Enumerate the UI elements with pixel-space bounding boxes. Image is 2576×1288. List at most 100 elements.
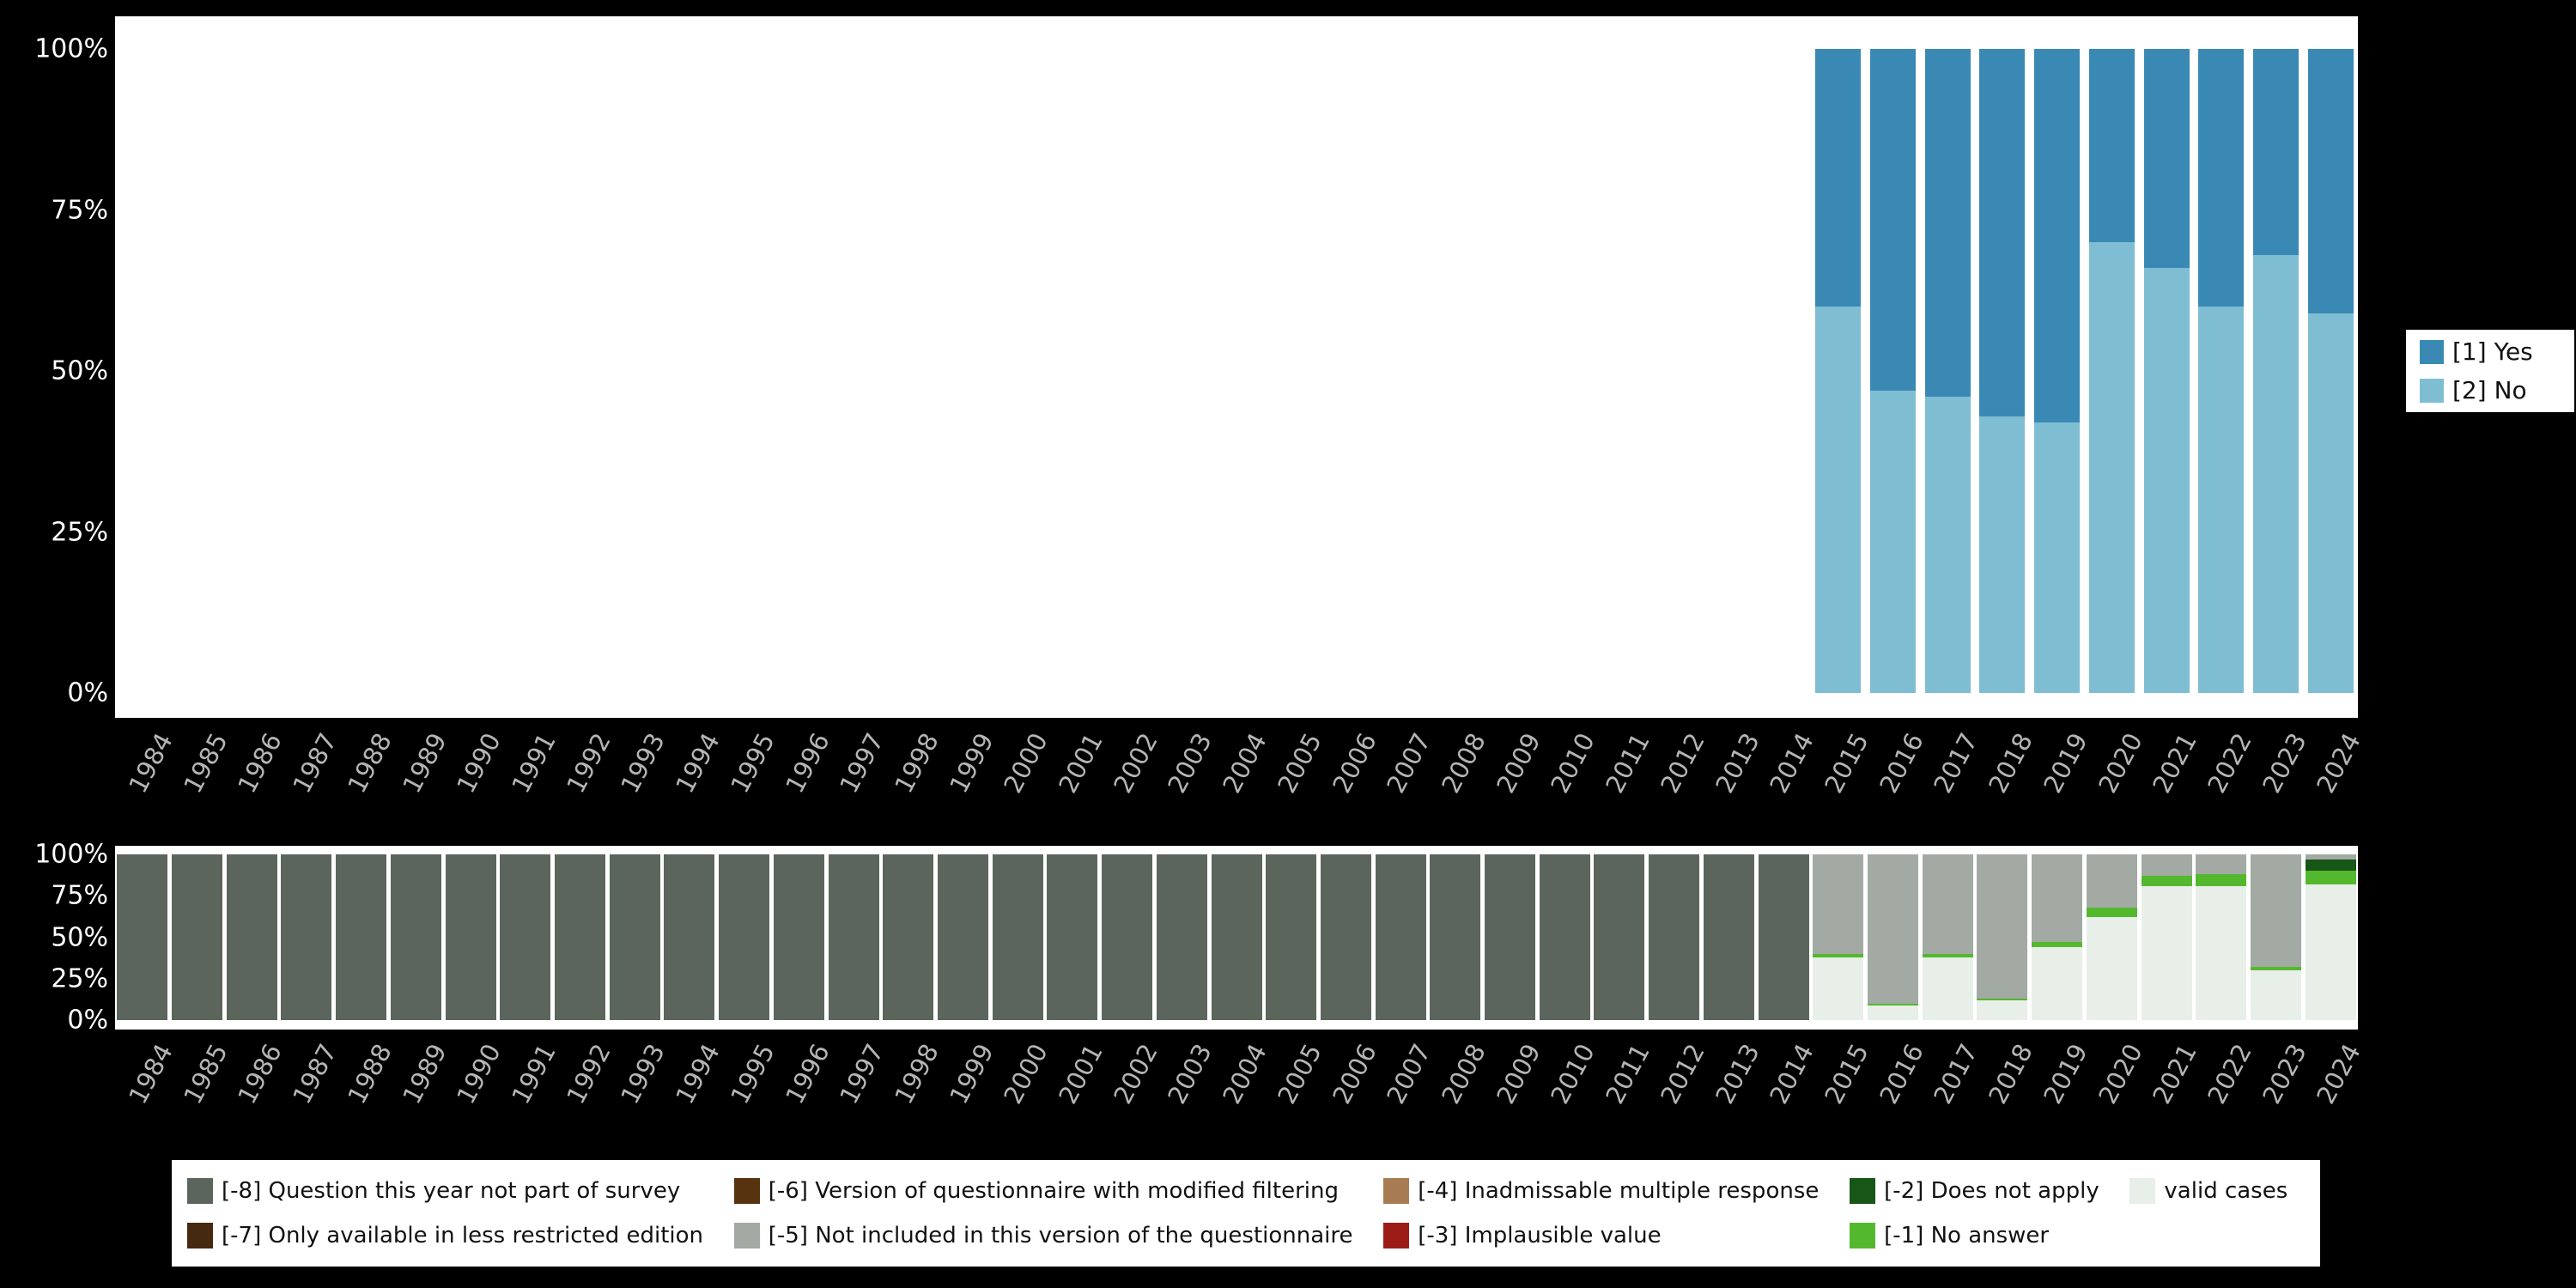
percent-tick-label: 100% <box>34 839 108 870</box>
percent-tick-label: 25% <box>51 963 108 994</box>
year-tick-label: 2020 <box>2092 1039 2148 1109</box>
bar-segment-1995 <box>719 854 770 1020</box>
bar-segment-2018 <box>1977 854 2028 999</box>
bar-segment-2018 <box>1979 49 2026 416</box>
year-tick-label: 2017 <box>1928 728 1984 799</box>
bar-segment-2006 <box>1320 854 1371 1020</box>
year-tick-label: 2001 <box>1053 1039 1109 1109</box>
year-tick-label: 2008 <box>1436 728 1492 799</box>
bar-segment-2001 <box>1047 854 1098 1020</box>
year-tick-label: 2018 <box>1983 1039 2038 1109</box>
legend-swatch-icon <box>1850 1223 1876 1249</box>
legend-item: [-5] Not included in this version of the… <box>733 1223 1370 1249</box>
bar-segment-2014 <box>1758 854 1809 1020</box>
year-tick-label: 1993 <box>615 1039 671 1109</box>
year-tick-label: 2005 <box>1272 728 1327 799</box>
legend-item: [-3] Implausible value <box>1383 1223 1836 1249</box>
bar-segment-2023 <box>2250 967 2301 971</box>
bar-segment-2000 <box>992 854 1043 1020</box>
bar-segment-1986 <box>226 854 277 1020</box>
legend-item: valid cases <box>2129 1178 2305 1204</box>
bar-segment-2020 <box>2086 907 2137 918</box>
year-tick-label: 1998 <box>889 1039 945 1109</box>
year-tick-label: 2019 <box>2037 1039 2093 1109</box>
bar-segment-2023 <box>2252 49 2299 255</box>
year-tick-label: 1999 <box>943 1039 999 1109</box>
year-tick-label: 1985 <box>177 1039 234 1109</box>
year-tick-label: 2017 <box>1928 1039 1984 1109</box>
legend-swatch-icon <box>2129 1178 2156 1204</box>
year-tick-label: 1990 <box>451 728 507 799</box>
year-tick-label: 2004 <box>1217 1039 1273 1109</box>
bar-segment-2015 <box>1815 307 1862 693</box>
bar-segment-2016 <box>1867 1005 1918 1020</box>
percent-tick-label: 0% <box>67 677 108 708</box>
year-tick-label: 2012 <box>1655 728 1710 799</box>
bar-segment-1992 <box>555 854 605 1020</box>
bar-segment-2023 <box>2250 970 2301 1020</box>
legend-swatch-icon <box>733 1223 760 1249</box>
year-tick-label: 2007 <box>1381 728 1437 799</box>
bar-segment-2022 <box>2198 307 2245 693</box>
legend-item: [-7] Only available in less restricted e… <box>187 1223 720 1249</box>
year-tick-label: 2006 <box>1326 728 1382 799</box>
legend-label: [-2] Does not apply <box>1884 1178 2099 1204</box>
percent-tick-label: 50% <box>51 355 108 386</box>
year-tick-label: 1996 <box>779 1039 835 1109</box>
year-tick-label: 1999 <box>943 728 999 799</box>
year-tick-label: 1989 <box>396 728 453 799</box>
legend-swatch-icon <box>1383 1223 1410 1249</box>
percent-tick-label: 50% <box>51 922 108 952</box>
missing-chart-panel <box>115 846 2358 1030</box>
bar-segment-1990 <box>445 854 496 1020</box>
bar-segment-2018 <box>1977 998 2028 1000</box>
year-tick-label: 2023 <box>2256 1039 2312 1109</box>
year-tick-label: 2014 <box>1764 1039 1820 1109</box>
bar-segment-2016 <box>1869 49 1916 391</box>
legend-swatch-icon <box>1850 1178 1876 1204</box>
bar-segment-2024 <box>2305 871 2356 884</box>
bar-segment-2017 <box>1922 953 1973 957</box>
year-tick-label: 1984 <box>123 1039 179 1109</box>
year-tick-label: 2015 <box>1819 1039 1874 1109</box>
bar-segment-2004 <box>1211 854 1262 1020</box>
year-tick-label: 2024 <box>2311 1039 2367 1109</box>
bar-segment-2005 <box>1266 854 1317 1020</box>
legend-label: [-7] Only available in less restricted e… <box>222 1223 704 1249</box>
missing-chart-legend: [-8] Question this year not part of surv… <box>172 1160 2320 1267</box>
year-tick-label: 2022 <box>2202 1039 2257 1109</box>
year-tick-label: 1995 <box>724 728 781 799</box>
bar-segment-2020 <box>2088 49 2135 242</box>
bar-segment-1993 <box>609 854 660 1020</box>
year-tick-label: 2016 <box>1873 1039 1929 1109</box>
bar-segment-2016 <box>1867 854 1918 1004</box>
year-tick-label: 1997 <box>834 1039 890 1109</box>
bar-segment-2021 <box>2141 876 2192 886</box>
bar-segment-2022 <box>2196 885 2247 1020</box>
year-tick-label: 2000 <box>998 728 1054 799</box>
bar-segment-2022 <box>2196 874 2247 886</box>
year-tick-label: 2006 <box>1326 1039 1382 1109</box>
year-tick-label: 2023 <box>2256 728 2312 799</box>
year-tick-label: 2001 <box>1053 728 1109 799</box>
bar-segment-2022 <box>2198 49 2245 307</box>
year-tick-label: 2009 <box>1490 728 1546 799</box>
legend-item: [2] No <box>2420 376 2561 404</box>
year-tick-label: 1998 <box>889 728 945 799</box>
legend-item: [-2] Does not apply <box>1850 1178 2116 1204</box>
year-tick-label: 1986 <box>232 728 289 799</box>
year-tick-label: 2015 <box>1819 728 1874 799</box>
bar-segment-2012 <box>1649 854 1700 1020</box>
legend-item: [-4] Inadmissable multiple response <box>1383 1178 1836 1204</box>
legend-swatch-icon <box>733 1178 760 1204</box>
bar-segment-1988 <box>336 854 387 1020</box>
bar-segment-2024 <box>2305 854 2356 860</box>
bar-segment-2011 <box>1594 854 1645 1020</box>
bar-segment-1987 <box>281 854 332 1020</box>
year-tick-label: 1988 <box>342 1039 398 1109</box>
year-tick-label: 1994 <box>670 728 726 799</box>
frequency-chart-panel <box>115 16 2358 718</box>
year-tick-label: 1994 <box>670 1039 726 1109</box>
percent-tick-label: 75% <box>51 880 108 911</box>
legend-item: [1] Yes <box>2420 337 2561 366</box>
